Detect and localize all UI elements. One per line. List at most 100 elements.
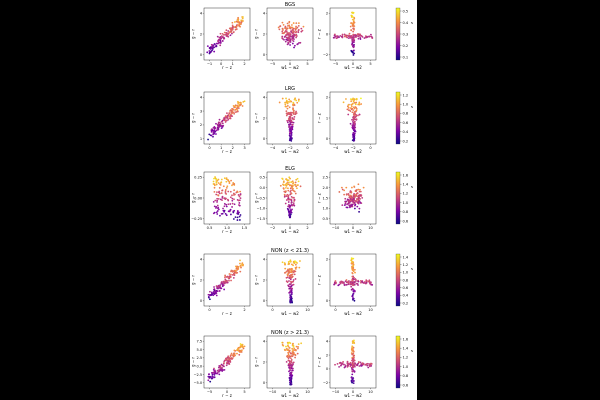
x-axis-label: w1 − w2 <box>281 229 299 234</box>
scatter-point <box>278 101 281 104</box>
y-axis-label: g − r <box>191 275 196 285</box>
scatter-point <box>350 100 353 103</box>
scatter-point <box>219 32 222 35</box>
scatter-point <box>358 361 360 364</box>
scatter-point <box>233 354 236 357</box>
scatter-point <box>238 204 241 207</box>
scatter-point <box>222 280 225 283</box>
scatter-point <box>349 25 352 28</box>
scatter-point <box>285 360 288 363</box>
scatter-point <box>228 273 231 275</box>
scatter-point <box>230 270 232 273</box>
scatter-point <box>290 270 292 273</box>
scatter-point <box>229 276 232 279</box>
y-tick-label: 2.5 <box>196 356 202 360</box>
scatter-point <box>352 21 355 24</box>
scatter-point <box>293 104 296 107</box>
scatter-point <box>349 107 352 109</box>
scatter-point <box>224 357 227 360</box>
scatter-point <box>297 22 300 25</box>
colorbar <box>395 171 401 225</box>
scatter-point <box>288 277 291 280</box>
scatter-point <box>229 190 232 193</box>
scatter-point <box>292 33 295 36</box>
scatter-point <box>291 35 293 38</box>
scatter-point <box>221 122 224 125</box>
scatter-point <box>284 40 287 43</box>
scatter-point <box>231 25 234 28</box>
scatter-point <box>343 193 346 196</box>
scatter-point <box>352 277 354 280</box>
scatter-point <box>339 35 342 37</box>
scatter-point <box>358 113 361 116</box>
scatter-point <box>209 290 211 293</box>
colorbar-tick-label: 0.8 <box>403 374 409 378</box>
scatter-point <box>232 192 235 195</box>
scatter-point <box>217 40 219 43</box>
scatter-point <box>214 176 216 178</box>
y-axis-label: r − z <box>317 357 322 367</box>
scatter-point <box>341 33 344 36</box>
scatter-point <box>355 118 358 120</box>
scatter-point <box>289 111 292 114</box>
scatter-point <box>207 296 210 298</box>
scatter-point <box>282 180 285 183</box>
y-tick-label: −2 <box>323 381 328 385</box>
row-title: NON (z < 21.3) <box>271 248 309 254</box>
scatter-point <box>212 133 215 136</box>
x-tick-label: 0 <box>289 226 292 230</box>
scatter-point <box>352 37 355 40</box>
scatter-point <box>288 116 291 119</box>
scatter-point <box>227 35 230 38</box>
scatter-point <box>286 43 289 46</box>
scatter-point <box>352 127 354 130</box>
scatter-point <box>286 193 289 196</box>
scatter-point <box>284 271 287 274</box>
scatter-point <box>285 36 288 39</box>
scatter-point <box>293 273 296 276</box>
scatter-point <box>290 365 293 368</box>
scatter-point <box>217 125 220 128</box>
scatter-point <box>351 296 354 298</box>
scatter-point <box>293 183 296 186</box>
scatter-point <box>285 110 288 113</box>
scatter-point <box>351 257 353 260</box>
x-tick-label: 0 <box>208 308 211 312</box>
scatter-point <box>288 360 291 362</box>
scatter-point <box>367 280 370 283</box>
scatter-point <box>295 36 298 39</box>
scatter-point <box>284 267 287 270</box>
scatter-point <box>289 368 292 370</box>
y-tick-label: 0.5 <box>322 217 328 221</box>
scatter-point <box>216 199 219 202</box>
scatter-point <box>232 31 235 33</box>
scatter-point <box>218 368 220 371</box>
y-tick-label: 4 <box>200 96 203 100</box>
scatter-point <box>219 198 222 201</box>
scatter-point <box>223 205 226 208</box>
colorbar-tick-label: 0.6 <box>403 383 409 387</box>
scatter-point <box>231 273 234 276</box>
scatter-point <box>357 37 360 40</box>
scatter-point <box>353 136 355 139</box>
scatter-point <box>289 100 292 102</box>
scatter-point <box>343 204 346 207</box>
scatter-point <box>236 109 239 112</box>
scatter-point <box>352 270 355 273</box>
scatter-point <box>227 277 230 279</box>
scatter-point <box>238 211 240 214</box>
scatter-point <box>215 183 218 186</box>
scatter-point <box>349 98 352 100</box>
scatter-point <box>233 194 235 196</box>
scatter-point <box>291 39 294 41</box>
scatter-point <box>210 43 213 46</box>
scatter-point <box>224 274 227 277</box>
y-tick-label: 4 <box>263 340 266 344</box>
scatter-point <box>295 266 298 269</box>
scatter-point <box>292 187 294 190</box>
y-axis-label: g − r <box>191 193 196 203</box>
scatter-point <box>352 132 355 134</box>
scatter-point <box>232 181 235 184</box>
scatter-point <box>288 181 291 184</box>
